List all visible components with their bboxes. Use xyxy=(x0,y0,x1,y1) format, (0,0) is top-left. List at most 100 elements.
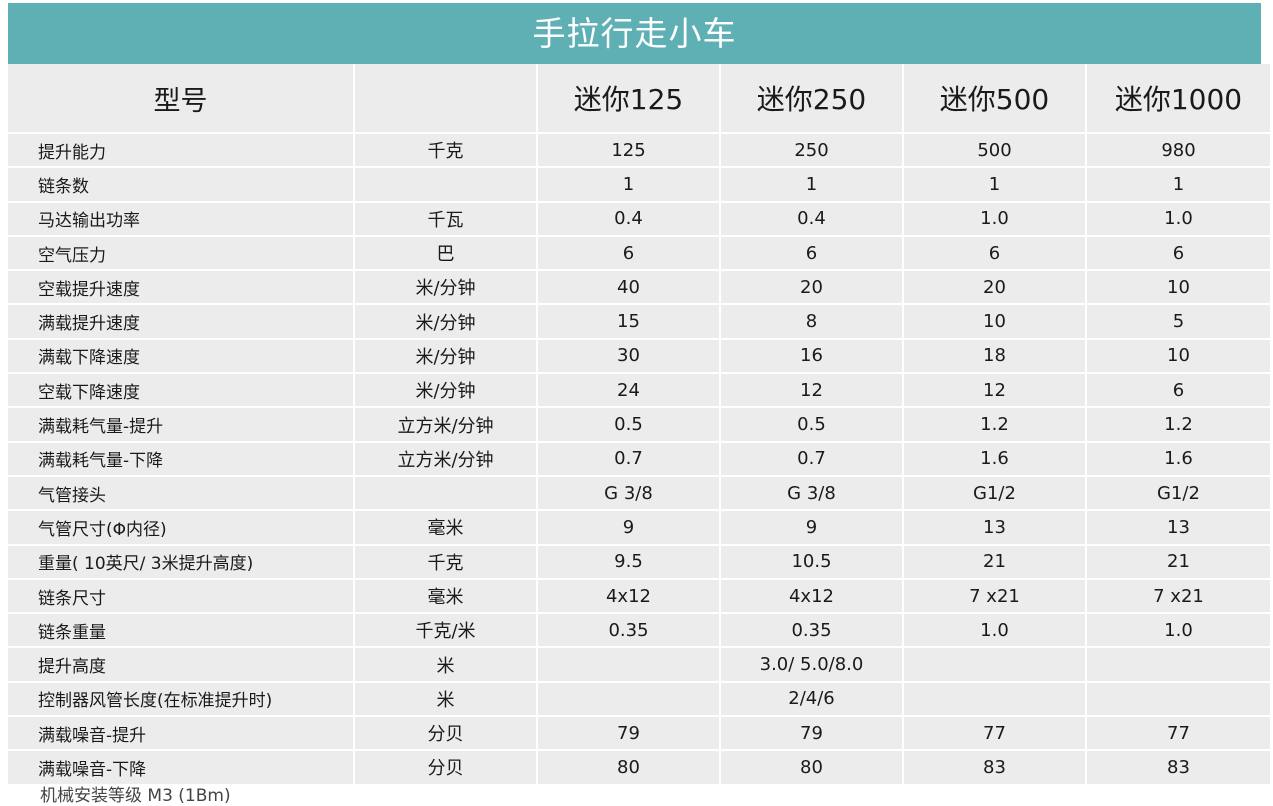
row-value: 6 xyxy=(1087,374,1270,407)
row-value: G1/2 xyxy=(904,476,1085,510)
row-value: 13 xyxy=(904,511,1085,544)
row-value: 7 x21 xyxy=(904,579,1085,613)
row-value xyxy=(904,682,1085,716)
row-unit: 分贝 xyxy=(355,751,536,784)
row-value: 79 xyxy=(721,717,902,750)
row-label: 满载下降速度 xyxy=(8,339,353,373)
row-value: 0.35 xyxy=(721,614,902,647)
row-value: 0.5 xyxy=(538,408,719,441)
row-value: G 3/8 xyxy=(721,476,902,510)
row-value: 6 xyxy=(904,236,1085,270)
row-value: 80 xyxy=(538,751,719,784)
row-value: 1.0 xyxy=(904,614,1085,647)
row-unit: 立方米/分钟 xyxy=(355,442,536,475)
row-value: 1.6 xyxy=(1087,442,1270,475)
row-value: 15 xyxy=(538,305,719,338)
row-unit: 米/分钟 xyxy=(355,271,536,304)
row-value: 0.35 xyxy=(538,614,719,647)
row-value: 77 xyxy=(904,717,1085,750)
spec-table: 型号 迷你125 迷你250 迷你500 迷你1000 提升能力 千克 125 250… xyxy=(8,64,1270,784)
row-label: 重量( 10英尺/ 3米提升高度) xyxy=(8,545,353,578)
row-value: 1.2 xyxy=(904,408,1085,441)
row-unit xyxy=(355,476,536,510)
row-value: 0.4 xyxy=(721,202,902,235)
row-value: 20 xyxy=(904,271,1085,304)
row-value: 980 xyxy=(1087,134,1270,167)
row-value: 80 xyxy=(721,751,902,784)
row-label: 链条数 xyxy=(8,168,353,201)
row-value: 1.0 xyxy=(904,202,1085,235)
row-value: 6 xyxy=(1087,236,1270,270)
footnote: 机械安装等级 M3 (1Bm) xyxy=(40,786,231,806)
row-label: 气管接头 xyxy=(8,476,353,510)
row-unit: 千瓦 xyxy=(355,202,536,235)
row-label: 满载耗气量-下降 xyxy=(8,442,353,475)
row-value: 21 xyxy=(904,545,1085,578)
row-label: 气管尺寸(Φ内径) xyxy=(8,511,353,544)
row-value: 6 xyxy=(721,236,902,270)
row-unit: 米/分钟 xyxy=(355,339,536,373)
row-value xyxy=(538,648,719,681)
row-value: 0.7 xyxy=(538,442,719,475)
row-label: 马达输出功率 xyxy=(8,202,353,235)
row-value: 4x12 xyxy=(721,579,902,613)
row-unit: 分贝 xyxy=(355,717,536,750)
row-value: 3.0/ 5.0/8.0 xyxy=(721,648,902,681)
row-value: 10 xyxy=(904,305,1085,338)
row-value: 500 xyxy=(904,134,1085,167)
row-value: 1 xyxy=(721,168,902,201)
row-unit: 米/分钟 xyxy=(355,374,536,407)
header-mini500: 迷你500 xyxy=(904,64,1085,132)
row-value: 1 xyxy=(538,168,719,201)
header-mini125: 迷你125 xyxy=(538,64,719,132)
row-value: 0.4 xyxy=(538,202,719,235)
row-value: 18 xyxy=(904,339,1085,373)
row-label: 提升能力 xyxy=(8,134,353,167)
row-label: 控制器风管长度(在标准提升时) xyxy=(8,682,353,716)
row-unit: 千克 xyxy=(355,545,536,578)
row-value: 2/4/6 xyxy=(721,682,902,716)
row-value xyxy=(1087,682,1270,716)
row-value: 40 xyxy=(538,271,719,304)
row-value: 10 xyxy=(1087,339,1270,373)
row-value: 1.2 xyxy=(1087,408,1270,441)
row-value: 1.6 xyxy=(904,442,1085,475)
row-label: 提升高度 xyxy=(8,648,353,681)
row-value: 0.7 xyxy=(721,442,902,475)
row-value: 16 xyxy=(721,339,902,373)
row-value: 10.5 xyxy=(721,545,902,578)
row-value: 7 x21 xyxy=(1087,579,1270,613)
row-label: 空气压力 xyxy=(8,236,353,270)
row-value: 1 xyxy=(1087,168,1270,201)
row-value: 83 xyxy=(904,751,1085,784)
row-value: 1.0 xyxy=(1087,202,1270,235)
row-value xyxy=(904,648,1085,681)
row-value: 125 xyxy=(538,134,719,167)
row-unit: 千克 xyxy=(355,134,536,167)
row-value: G1/2 xyxy=(1087,476,1270,510)
row-value: 13 xyxy=(1087,511,1270,544)
row-value: 12 xyxy=(904,374,1085,407)
row-label: 空载下降速度 xyxy=(8,374,353,407)
row-value: 10 xyxy=(1087,271,1270,304)
header-model: 型号 xyxy=(8,64,353,132)
row-unit: 米 xyxy=(355,648,536,681)
row-value: G 3/8 xyxy=(538,476,719,510)
row-value: 21 xyxy=(1087,545,1270,578)
row-value xyxy=(1087,648,1270,681)
header-mini1000: 迷你1000 xyxy=(1087,64,1270,132)
row-value: 250 xyxy=(721,134,902,167)
row-value: 4x12 xyxy=(538,579,719,613)
row-label: 满载噪音-提升 xyxy=(8,717,353,750)
row-unit: 米 xyxy=(355,682,536,716)
row-unit: 立方米/分钟 xyxy=(355,408,536,441)
row-value: 8 xyxy=(721,305,902,338)
row-value: 9 xyxy=(721,511,902,544)
row-value: 30 xyxy=(538,339,719,373)
row-label: 满载耗气量-提升 xyxy=(8,408,353,441)
row-unit: 米/分钟 xyxy=(355,305,536,338)
header-mini250: 迷你250 xyxy=(721,64,902,132)
row-label: 满载提升速度 xyxy=(8,305,353,338)
row-value: 24 xyxy=(538,374,719,407)
row-value: 0.5 xyxy=(721,408,902,441)
